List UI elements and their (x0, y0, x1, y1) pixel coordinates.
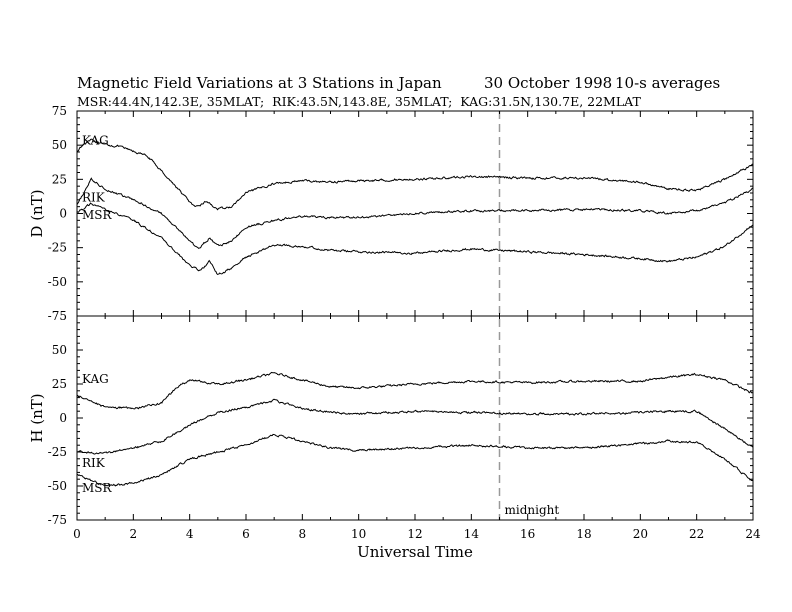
h-y-axis-ticks: 50 25 0 -25 -50 -75 (48, 315, 753, 527)
d-series-label-msr: MSR (82, 208, 113, 222)
d-series-msr (76, 202, 754, 275)
h-ytick-label: -50 (48, 479, 67, 493)
chart-averaging: 10-s averages (615, 74, 720, 92)
d-ytick-label: -50 (48, 275, 67, 289)
d-ytick-label: -25 (48, 241, 67, 255)
x-tick-label: 24 (745, 527, 761, 541)
chart-date: 30 October 1998 (484, 74, 612, 92)
h-series-lines: KAG RIK MSR (76, 371, 754, 495)
h-panel-frame (76, 315, 754, 521)
d-component-panel: 75 50 25 0 -25 -50 -75 KAG RIK MSR D (nT) (28, 104, 754, 323)
h-series-label-kag: KAG (82, 372, 109, 386)
x-axis-ticks: 0 2 4 6 8 10 12 14 16 18 20 22 24 (73, 111, 761, 541)
h-ytick-label: 0 (59, 411, 67, 425)
h-component-panel: 50 25 0 -25 -50 -75 KAG RIK MSR H (nT) (28, 315, 754, 527)
x-tick-label: 22 (689, 527, 704, 541)
h-series-label-rik: RIK (82, 456, 106, 470)
d-ytick-label: 50 (52, 138, 67, 152)
d-series-label-rik: RIK (82, 190, 106, 204)
h-ytick-label: 25 (52, 377, 67, 391)
h-y-axis-label: H (nT) (28, 393, 46, 442)
d-ytick-label: 0 (59, 207, 67, 221)
h-series-kag (76, 371, 754, 410)
d-y-axis-label: D (nT) (28, 189, 46, 237)
x-tick-label: 12 (407, 527, 422, 541)
x-tick-label: 6 (242, 527, 250, 541)
h-series-msr (76, 433, 754, 487)
x-tick-label: 10 (351, 527, 366, 541)
x-tick-label: 14 (464, 527, 480, 541)
x-tick-label: 2 (130, 527, 138, 541)
x-tick-label: 8 (299, 527, 307, 541)
x-tick-label: 16 (520, 527, 535, 541)
x-axis-label: Universal Time (357, 543, 473, 561)
x-tick-label: 0 (73, 527, 81, 541)
d-series-label-kag: KAG (82, 134, 109, 148)
h-ytick-label: -25 (48, 445, 67, 459)
d-series-rik (76, 177, 753, 250)
h-series-rik (76, 398, 754, 455)
d-ytick-label: 25 (52, 172, 67, 186)
midnight-annotation: midnight (505, 503, 560, 517)
h-ytick-label: -75 (48, 513, 67, 527)
h-series-label-msr: MSR (82, 481, 113, 495)
d-ytick-label: -75 (48, 309, 67, 323)
d-ytick-label: 75 (52, 104, 67, 118)
x-tick-label: 18 (576, 527, 591, 541)
chart-title: Magnetic Field Variations at 3 Stations … (77, 74, 442, 92)
station-coordinates: MSR:44.4N,142.3E, 35MLAT; RIK:43.5N,143.… (77, 94, 641, 109)
x-tick-label: 4 (186, 527, 194, 541)
h-ytick-label: 50 (52, 343, 67, 357)
d-series-lines: KAG RIK MSR (76, 134, 754, 275)
d-series-kag (76, 138, 754, 211)
x-tick-label: 20 (633, 527, 648, 541)
